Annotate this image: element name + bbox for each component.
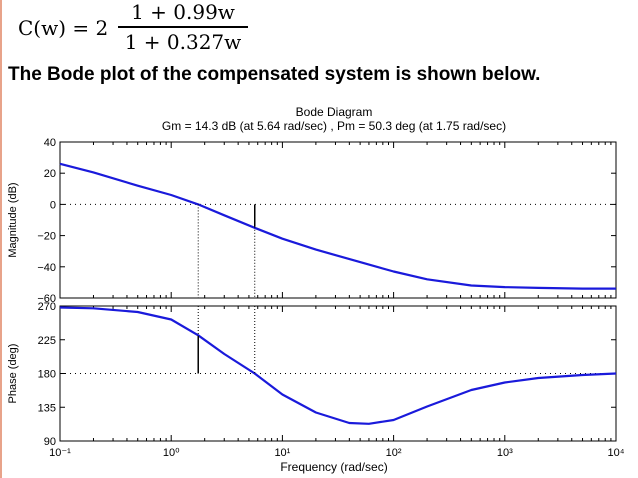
x-tick-label: 10⁴ xyxy=(608,447,625,459)
x-axis-label: Frequency (rad/sec) xyxy=(280,460,387,474)
chart-title: Bode Diagram xyxy=(296,105,373,119)
frequency-axis: 10⁻¹ 10⁰ 10¹ 10² 10³ 10⁴ xyxy=(49,447,625,459)
magnitude-ytick-label: −40 xyxy=(37,262,56,274)
phase-panel: 90 135 180 225 270 Phase (deg) xyxy=(7,301,617,448)
magnitude-ytick-label: −20 xyxy=(37,231,56,243)
x-tick-label: 10⁰ xyxy=(163,447,180,459)
magnitude-frame xyxy=(59,141,617,299)
x-tick-label: 10² xyxy=(386,447,402,459)
phase-ytick-label: 180 xyxy=(38,369,56,381)
slide-caption: The Bode plot of the compensated system … xyxy=(8,64,541,85)
x-tick-label: 10¹ xyxy=(274,447,290,459)
phase-ytick-label: 90 xyxy=(44,436,56,448)
magnitude-panel: −60 −40 −20 0 20 40 Magnitude (dB) xyxy=(7,137,617,305)
phase-frame xyxy=(59,305,617,442)
magnitude-ytick-label: 40 xyxy=(44,137,56,149)
magnitude-y-axis-label: Magnitude (dB) xyxy=(7,182,19,257)
formula-denominator: 1 + 0.327w xyxy=(124,29,242,54)
magnitude-ytick-label: −60 xyxy=(37,293,56,305)
magnitude-ytick-label: 0 xyxy=(50,199,56,211)
formula-fraction-bar xyxy=(118,26,248,28)
slide-left-rule xyxy=(0,0,2,478)
phase-curve xyxy=(59,306,617,425)
phase-y-axis-label: Phase (deg) xyxy=(7,344,19,404)
formula-numerator: 1 + 0.99w xyxy=(131,0,235,24)
phase-ytick-label: 225 xyxy=(38,335,56,347)
phase-ytick-label: 135 xyxy=(38,402,56,414)
phase-ytick-label: 270 xyxy=(38,301,56,313)
x-tick-label: 10⁻¹ xyxy=(49,447,71,459)
compensator-formula: C(w) = 2 1 + 0.99w 1 + 0.327w xyxy=(18,0,338,56)
magnitude-ytick-label: 20 xyxy=(44,168,56,180)
x-tick-label: 10³ xyxy=(497,447,513,459)
formula-lhs: C(w) = 2 xyxy=(18,16,109,40)
magnitude-curve xyxy=(59,162,616,290)
chart-subtitle: Gm = 14.3 dB (at 5.64 rad/sec) , Pm = 50… xyxy=(162,119,506,133)
formula-fraction: 1 + 0.99w 1 + 0.327w xyxy=(118,0,248,54)
